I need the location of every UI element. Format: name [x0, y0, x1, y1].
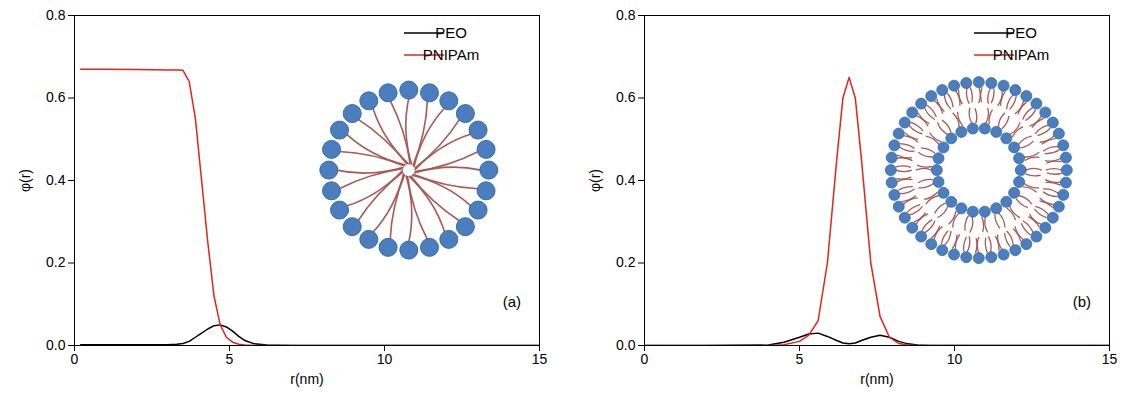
svg-text:PNIPAm: PNIPAm [993, 46, 1049, 63]
svg-text:0.2: 0.2 [616, 254, 636, 270]
svg-text:10: 10 [947, 351, 963, 367]
svg-text:0.8: 0.8 [616, 7, 636, 23]
svg-text:0.6: 0.6 [46, 89, 66, 105]
svg-text:0.0: 0.0 [46, 337, 66, 353]
svg-text:5: 5 [226, 351, 234, 367]
svg-text:(a): (a) [503, 293, 521, 310]
svg-text:15: 15 [1102, 351, 1118, 367]
svg-text:φ(r): φ(r) [587, 169, 603, 192]
svg-text:0.2: 0.2 [46, 254, 66, 270]
svg-text:0.4: 0.4 [46, 172, 66, 188]
svg-text:φ(r): φ(r) [17, 169, 33, 192]
svg-text:PEO: PEO [435, 24, 467, 41]
svg-text:10: 10 [377, 351, 393, 367]
svg-text:PEO: PEO [1005, 24, 1037, 41]
svg-text:5: 5 [796, 351, 804, 367]
svg-text:r(nm): r(nm) [860, 371, 893, 387]
svg-text:15: 15 [532, 351, 548, 367]
svg-text:0.0: 0.0 [616, 337, 636, 353]
svg-text:0: 0 [641, 351, 649, 367]
svg-text:PNIPAm: PNIPAm [423, 46, 479, 63]
svg-text:0.4: 0.4 [616, 172, 636, 188]
svg-text:0.6: 0.6 [616, 89, 636, 105]
svg-text:0.8: 0.8 [46, 7, 66, 23]
svg-text:r(nm): r(nm) [290, 371, 323, 387]
svg-text:(b): (b) [1073, 293, 1091, 310]
svg-text:0: 0 [71, 351, 79, 367]
